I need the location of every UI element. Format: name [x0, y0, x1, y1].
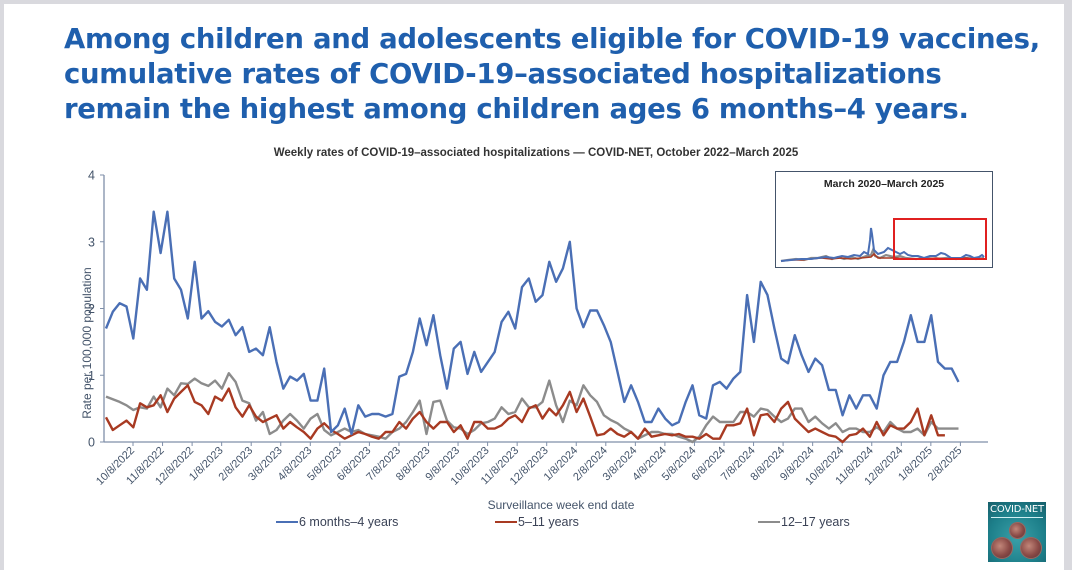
series-layer [104, 210, 960, 444]
inset-title: March 2020–March 2025 [823, 178, 945, 190]
chart-title: Weekly rates of COVID-19–associated hosp… [273, 147, 799, 159]
legend-item-6mo-4y: 6 months–4 years [276, 515, 398, 529]
y-axis-title: Rate per 100,000 population [80, 267, 94, 418]
headline-line-3: remain the highest among children ages 6… [64, 93, 969, 125]
legend-label: 12–17 years [781, 515, 850, 529]
legend-swatch-gray [758, 520, 780, 524]
x-axis-title: Surveillance week end date [488, 498, 635, 512]
virus-icon [1010, 523, 1025, 538]
y-tick-label: 0 [88, 436, 95, 450]
y-tick-label: 2 [88, 302, 95, 316]
legend-label: 6 months–4 years [299, 515, 399, 529]
legend-item-5-11y: 5–11 years [495, 515, 579, 529]
legend-item-12-17y: 12–17 years [758, 515, 850, 529]
inset-plot [780, 218, 987, 263]
covid-net-logo: COVID-NET [988, 502, 1046, 562]
headline-line-1: Among children and adolescents eligible … [64, 23, 1040, 55]
legend-swatch-red [495, 520, 517, 524]
virus-icon [1021, 538, 1041, 558]
inset-highlight-box [893, 218, 987, 260]
y-tick-label: 4 [88, 169, 95, 183]
y-tick-label: 3 [88, 235, 95, 249]
series-5-11y-line [104, 384, 945, 444]
headline-line-2: cumulative rates of COVID-19–associated … [64, 58, 942, 90]
logo-rule [991, 517, 1043, 518]
legend-swatch-blue [276, 520, 298, 524]
virus-icon [992, 538, 1012, 558]
series-5-11y [104, 384, 945, 444]
y-tick-label: 1 [88, 369, 95, 383]
logo-text: COVID-NET [990, 504, 1044, 515]
series-6mo-4y-line [104, 210, 960, 436]
legend-label: 5–11 years [518, 515, 579, 529]
inset-chart: March 2020–March 2025 [775, 171, 993, 268]
headline: Among children and adolescents eligible … [64, 22, 1044, 127]
series-6mo-4y [104, 210, 960, 436]
